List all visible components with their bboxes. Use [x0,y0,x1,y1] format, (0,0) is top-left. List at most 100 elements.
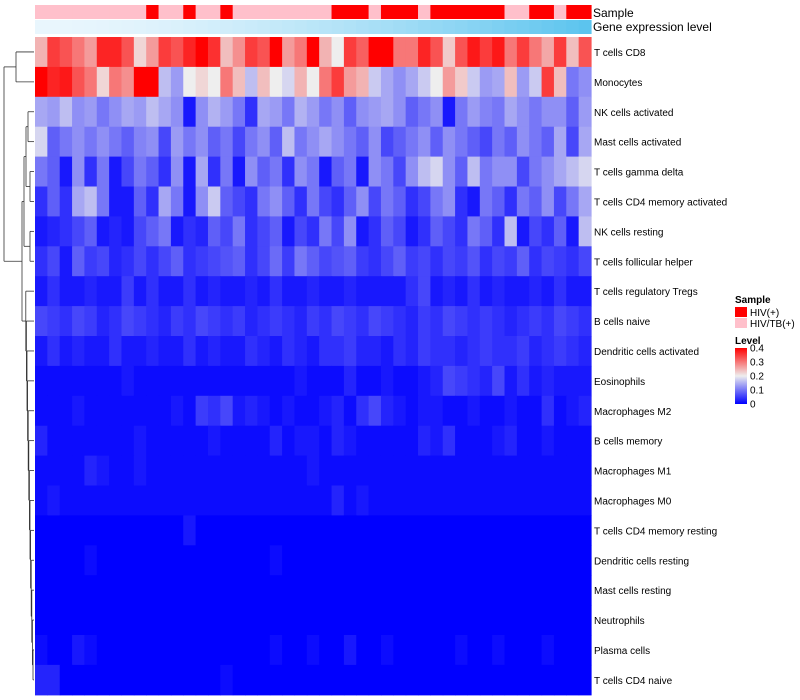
heatmap-cell [578,246,592,277]
heatmap-cell [257,126,271,158]
heatmap-cell [306,126,320,158]
heatmap-cell [504,37,518,68]
sample-cell [553,5,567,19]
heatmap-cell [380,395,394,427]
heatmap-cell [72,485,86,516]
heatmap-cell [133,575,147,606]
sample-cell [578,5,592,19]
heatmap-cell [294,455,308,487]
heatmap-cell [553,365,567,397]
heatmap-cell [232,545,246,576]
heatmap-cell [257,246,271,277]
heatmap-cell [35,425,48,457]
heatmap-cell [492,545,506,576]
heatmap-cell [492,664,506,696]
heatmap-cell [368,37,382,68]
heatmap-cell [96,336,110,367]
heatmap-cell [529,336,543,367]
heatmap-cell [467,66,481,98]
heatmap-cell [207,605,221,636]
heatmap-cell [72,126,86,158]
heatmap-cell [158,515,172,546]
heatmap-cell [47,485,61,516]
heatmap-cell [455,66,469,98]
heatmap-cell [294,216,308,247]
heatmap-cell [96,96,110,128]
heatmap-cell [566,246,580,277]
legend-entry-label: HIV(+) [750,308,779,319]
heatmap-cell [467,425,481,457]
heatmap-cell [578,635,592,666]
heatmap-cell [121,186,135,217]
heatmap-cell [220,306,234,337]
heatmap-cell [269,216,283,247]
heatmap-cell [442,664,456,696]
heatmap-cell [529,395,543,427]
heatmap-cell [442,365,456,397]
heatmap-cell [442,455,456,487]
expression-cell [430,20,444,34]
heatmap-cell [442,126,456,158]
heatmap-cell [442,66,456,98]
heatmap-cell [96,66,110,98]
heatmap-cell [442,425,456,457]
heatmap-cell [553,126,567,158]
heatmap-cell [195,545,209,576]
heatmap-cell [492,336,506,367]
heatmap-cell [368,246,382,277]
heatmap-cell [282,276,296,307]
sample-cell [35,5,48,19]
heatmap-cell [368,425,382,457]
heatmap-cell [183,425,197,457]
heatmap-cell [479,66,493,98]
heatmap-cell [479,635,493,666]
heatmap-cell [356,306,370,337]
heatmap-cell [418,37,431,68]
heatmap-cell [529,425,543,457]
heatmap-cell [257,455,271,487]
heatmap-cell [442,485,456,516]
heatmap-cell [442,156,456,188]
heatmap-cell [479,664,493,696]
heatmap-cell [492,455,506,487]
heatmap-cell [541,635,555,666]
heatmap-cell [195,246,209,277]
expression-cell [257,20,271,34]
heatmap-cell [529,186,543,217]
heatmap-cell [578,605,592,636]
heatmap-cell [245,96,258,128]
heatmap-cell [356,276,370,307]
heatmap-cell [294,66,308,98]
heatmap-cell [183,96,197,128]
expression-cell [578,20,592,34]
heatmap-cell [294,635,308,666]
heatmap-cell [455,276,469,307]
expression-cell [529,20,543,34]
heatmap-cell [146,186,160,217]
heatmap-cell [516,336,530,367]
sample-cell [566,5,580,19]
heatmap-cell [504,635,518,666]
heatmap-cell [442,605,456,636]
heatmap-cell [541,186,555,217]
heatmap-cell [232,37,246,68]
heatmap-cell [331,365,345,397]
heatmap-cell [96,664,110,696]
heatmap-cell [35,37,48,68]
heatmap-cell [257,395,271,427]
heatmap-cell [343,126,357,158]
heatmap-cell [183,216,197,247]
heatmap-cell [405,605,419,636]
heatmap-cell [467,485,481,516]
heatmap-cell [195,96,209,128]
heatmap-cell [133,306,147,337]
heatmap-cell [405,395,419,427]
expression-cell [405,20,419,34]
heatmap-cell [430,664,444,696]
heatmap-cell [393,425,407,457]
heatmap-cell [541,575,555,606]
heatmap-cell [146,635,160,666]
heatmap-cell [133,186,147,217]
heatmap-cell [96,455,110,487]
